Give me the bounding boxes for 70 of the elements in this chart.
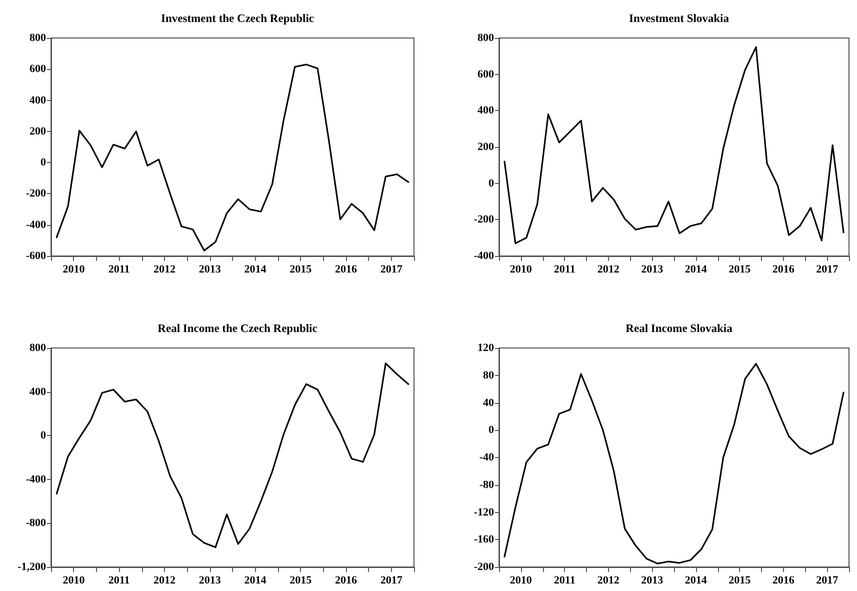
y-tick-label: -400 — [474, 250, 494, 262]
y-tick-label: 400 — [30, 94, 46, 106]
x-tick-label: 2013 — [641, 264, 664, 276]
x-tick-label: 2014 — [244, 264, 267, 276]
y-tick-label: 800 — [478, 32, 494, 44]
x-tick-label: 2011 — [554, 574, 576, 586]
chart-title: Real Income Slovakia — [626, 323, 733, 335]
y-tick-label: 200 — [478, 141, 494, 153]
x-tick-label: 2011 — [554, 264, 576, 276]
y-tick-label: 400 — [30, 386, 46, 398]
y-tick-label: -400 — [26, 218, 46, 231]
x-tick-label: 2012 — [153, 574, 176, 586]
x-tick-label: 2016 — [772, 264, 795, 276]
line-series — [504, 362, 844, 564]
y-tick-label: 0 — [40, 430, 46, 442]
x-tick-label: 2017 — [380, 264, 403, 276]
y-tick-label: 80 — [483, 369, 494, 382]
x-tick-label: 2011 — [108, 264, 130, 276]
y-tick-label: 600 — [478, 68, 494, 80]
y-tick-label: -600 — [26, 250, 46, 262]
x-tick-label: 2016 — [334, 574, 358, 586]
y-tick-label: -200 — [474, 214, 494, 226]
y-tick-label: 0 — [488, 177, 494, 190]
y-tick-label: -800 — [26, 517, 46, 530]
x-tick-label: 2017 — [816, 574, 839, 586]
x-tick-label: 2017 — [816, 264, 839, 276]
x-tick-label: 2016 — [772, 574, 795, 586]
x-tick-label: 2014 — [684, 574, 708, 586]
y-tick-label: -200 — [474, 561, 494, 573]
y-tick-label: 0 — [40, 156, 46, 169]
y-tick-label: 600 — [30, 63, 46, 76]
y-tick-label: -1,200 — [18, 561, 46, 573]
y-tick-label: -400 — [26, 473, 46, 486]
x-tick-label: 2011 — [108, 574, 130, 586]
y-tick-label: -160 — [474, 534, 494, 546]
x-tick-label: 2012 — [597, 264, 620, 276]
x-tick-label: 2010 — [62, 574, 86, 586]
x-tick-label: 2010 — [510, 574, 532, 586]
y-tick-label: 40 — [483, 396, 494, 409]
x-tick-label: 2015 — [290, 264, 312, 276]
x-tick-label: 2015 — [728, 574, 752, 586]
x-tick-label: 2014 — [244, 574, 267, 586]
chart-title: Investment Slovakia — [629, 13, 730, 25]
y-tick-label: 800 — [30, 342, 46, 354]
y-tick-label: 200 — [30, 125, 46, 138]
x-tick-label: 2015 — [728, 264, 752, 276]
x-tick-label: 2017 — [380, 574, 403, 586]
y-tick-label: 120 — [478, 342, 494, 354]
y-tick-label: 400 — [478, 104, 494, 117]
x-tick-label: 2013 — [198, 264, 222, 276]
x-tick-label: 2012 — [153, 264, 176, 276]
line-series — [504, 46, 844, 244]
x-tick-label: 2013 — [198, 574, 222, 586]
y-tick-label: 0 — [488, 424, 494, 436]
chart-title: Investment the Czech Republic — [161, 13, 314, 25]
y-tick-label: -200 — [26, 188, 46, 200]
x-tick-label: 2015 — [290, 574, 312, 586]
x-tick-label: 2014 — [684, 264, 708, 276]
x-tick-label: 2012 — [597, 574, 620, 586]
x-tick-label: 2016 — [334, 264, 358, 276]
x-tick-label: 2013 — [641, 574, 664, 586]
line-series — [56, 362, 410, 548]
x-tick-label: 2010 — [62, 264, 86, 276]
y-tick-label: 800 — [30, 32, 46, 44]
line-series — [56, 64, 410, 252]
chart-title: Real Income the Czech Republic — [158, 323, 318, 335]
y-tick-label: -120 — [474, 506, 494, 518]
x-tick-label: 2010 — [510, 264, 532, 276]
y-tick-label: -80 — [479, 478, 494, 491]
y-tick-label: -40 — [479, 452, 494, 464]
